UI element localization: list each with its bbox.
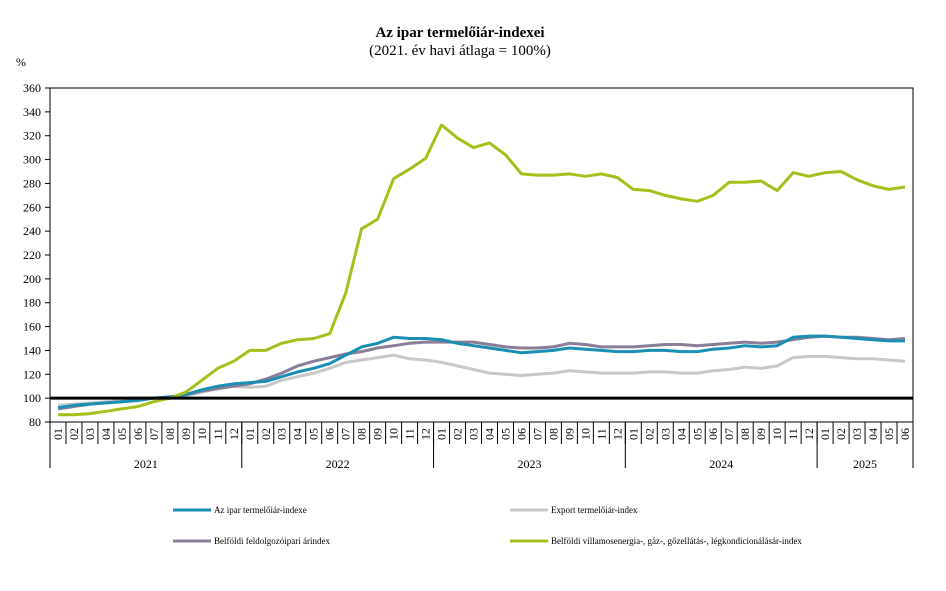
chart-subtitle: (2021. év havi átlaga = 100%) bbox=[369, 43, 551, 59]
x-month-label: 04 bbox=[291, 428, 305, 440]
x-month-label: 04 bbox=[482, 428, 496, 440]
x-month-label: 07 bbox=[339, 428, 353, 440]
x-month-label: 07 bbox=[147, 428, 161, 440]
series-line bbox=[57, 334, 905, 410]
x-month-label: 09 bbox=[179, 428, 193, 440]
x-axis: 01 02 03 04 05 06 07 08 09 10 11 12 01 02 03 04 05 06 07 08… bbox=[49, 422, 914, 471]
x-month-label: 09 bbox=[754, 428, 768, 440]
x-year-label: 2022 bbox=[326, 457, 350, 471]
x-month-label: 07 bbox=[722, 428, 736, 440]
y-tick-label: 320 bbox=[23, 129, 41, 143]
x-month-label: 10 bbox=[578, 428, 592, 440]
y-tick-label: 220 bbox=[23, 248, 41, 262]
x-month-label: 04 bbox=[866, 428, 880, 440]
x-month-label: 11 bbox=[594, 428, 608, 440]
x-month-label: 01 bbox=[626, 428, 640, 440]
y-tick-label: 360 bbox=[23, 81, 41, 95]
y-tick-label: 80 bbox=[29, 415, 41, 429]
x-month-label: 01 bbox=[243, 428, 257, 440]
y-tick-label: 180 bbox=[23, 296, 41, 310]
legend-label: Belföldi villamosenergia-, gáz-, gőzellá… bbox=[551, 536, 802, 546]
y-tick-label: 160 bbox=[23, 320, 41, 334]
x-month-label: 01 bbox=[435, 428, 449, 440]
x-month-label: 09 bbox=[562, 428, 576, 440]
y-tick-label: 140 bbox=[23, 343, 41, 357]
y-tick-label: 340 bbox=[23, 105, 41, 119]
x-year-label: 2025 bbox=[853, 457, 877, 471]
x-month-label: 03 bbox=[467, 428, 481, 440]
x-month-label: 04 bbox=[99, 428, 113, 440]
x-month-label: 11 bbox=[211, 428, 225, 440]
x-month-label: 08 bbox=[355, 428, 369, 440]
x-month-label: 06 bbox=[514, 428, 528, 440]
x-month-label: 06 bbox=[323, 428, 337, 440]
y-tick-label: 120 bbox=[23, 367, 41, 381]
y-axis-unit: % bbox=[16, 55, 26, 69]
y-tick-label: 200 bbox=[23, 272, 41, 286]
x-year-label: 2024 bbox=[709, 457, 733, 471]
x-month-label: 06 bbox=[706, 428, 720, 440]
x-month-label: 08 bbox=[163, 428, 177, 440]
x-month-label: 10 bbox=[195, 428, 209, 440]
legend: Az ipar termelőiár-indexe Export termelői… bbox=[173, 505, 802, 546]
y-tick-label: 100 bbox=[23, 391, 41, 405]
x-month-label: 07 bbox=[530, 428, 544, 440]
x-month-label: 01 bbox=[818, 428, 832, 440]
x-month-label: 02 bbox=[67, 428, 81, 440]
legend-label: Export termelőiár-index bbox=[551, 505, 638, 515]
chart-title: Az ipar termelőiár-indexei bbox=[375, 25, 544, 41]
legend-label: Belföldi feldolgozóipari árindex bbox=[214, 536, 330, 546]
x-year-label: 2021 bbox=[134, 457, 158, 471]
y-tick-label: 300 bbox=[23, 153, 41, 167]
x-month-label: 12 bbox=[419, 428, 433, 440]
x-month-label: 05 bbox=[307, 428, 321, 440]
y-tick-label: 280 bbox=[23, 176, 41, 190]
x-month-label: 03 bbox=[275, 428, 289, 440]
x-month-label: 05 bbox=[498, 428, 512, 440]
x-month-label: 12 bbox=[610, 428, 624, 440]
x-month-label: 08 bbox=[546, 428, 560, 440]
x-month-label: 02 bbox=[451, 428, 465, 440]
x-month-label: 05 bbox=[690, 428, 704, 440]
x-month-label: 12 bbox=[227, 428, 241, 440]
x-month-label: 10 bbox=[387, 428, 401, 440]
x-month-label: 01 bbox=[51, 428, 65, 440]
x-month-label: 02 bbox=[834, 428, 848, 440]
x-month-label: 10 bbox=[770, 428, 784, 440]
y-axis: 80 100 120 140 160 180 200 220 240 260 280 300 320 34… bbox=[23, 81, 50, 429]
x-month-label: 02 bbox=[642, 428, 656, 440]
x-month-label: 05 bbox=[115, 428, 129, 440]
x-month-label: 03 bbox=[658, 428, 672, 440]
x-year-label: 2023 bbox=[517, 457, 541, 471]
legend-label: Az ipar termelőiár-indexe bbox=[214, 505, 307, 515]
x-month-label: 08 bbox=[738, 428, 752, 440]
series-line bbox=[58, 123, 906, 417]
series-lines bbox=[50, 123, 913, 417]
x-month-label: 06 bbox=[898, 428, 912, 440]
x-month-label: 09 bbox=[371, 428, 385, 440]
x-month-label: 12 bbox=[802, 428, 816, 440]
x-month-label: 05 bbox=[882, 428, 896, 440]
x-month-label: 02 bbox=[259, 428, 273, 440]
x-month-label: 04 bbox=[674, 428, 688, 440]
x-month-label: 11 bbox=[403, 428, 417, 440]
y-tick-label: 240 bbox=[23, 224, 41, 238]
y-tick-label: 260 bbox=[23, 200, 41, 214]
x-month-label: 03 bbox=[83, 428, 97, 440]
x-month-label: 06 bbox=[131, 428, 145, 440]
x-month-label: 11 bbox=[786, 428, 800, 440]
x-month-label: 03 bbox=[850, 428, 864, 440]
